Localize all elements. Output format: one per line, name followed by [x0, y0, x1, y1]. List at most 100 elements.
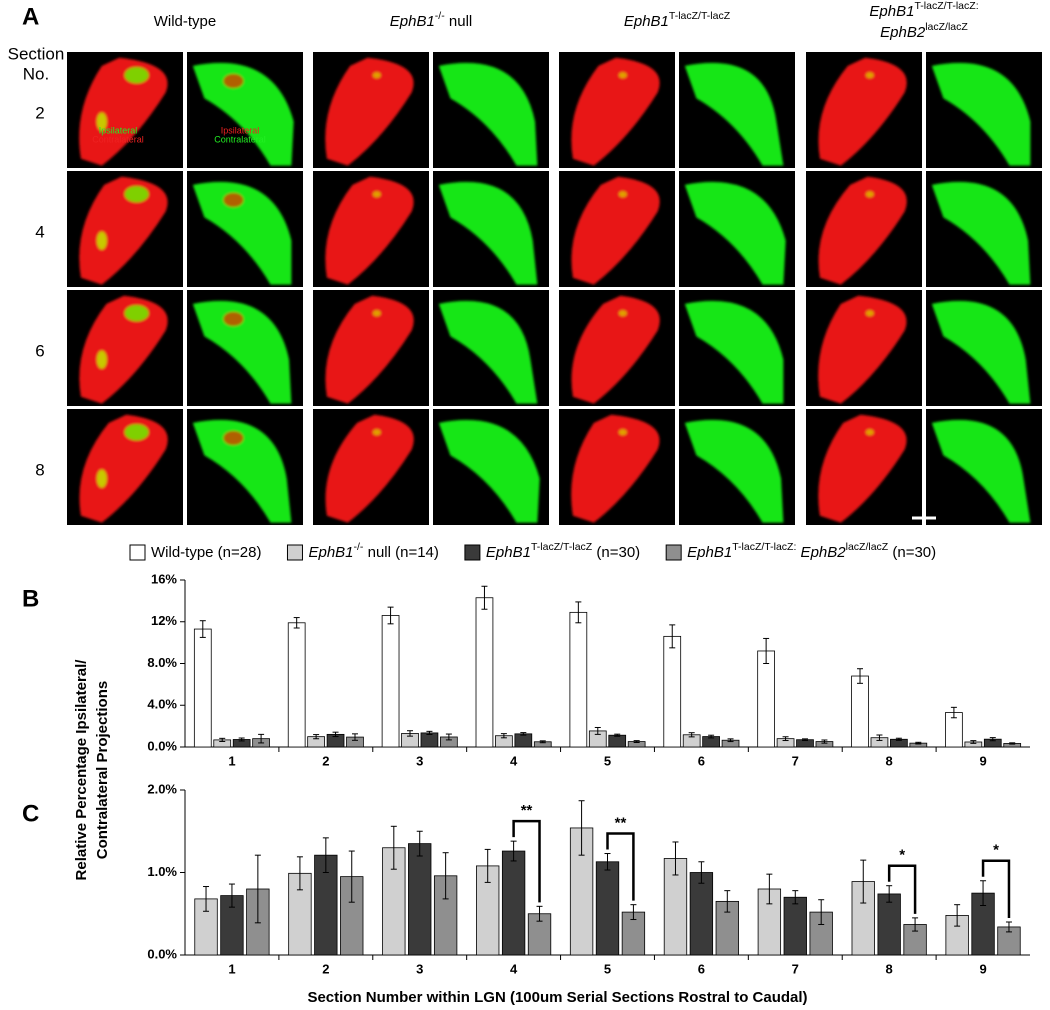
signal-yellow [372, 429, 381, 436]
text-part: EphB1 [869, 3, 914, 20]
error-bar [724, 890, 731, 913]
column-header: EphB2lacZ/lacZ [880, 21, 968, 41]
row-label: 8 [35, 460, 44, 479]
error-bar [727, 738, 734, 743]
signal-red [79, 414, 168, 523]
error-bar [818, 899, 825, 925]
error-bar [199, 620, 206, 638]
significance-bracket [512, 819, 541, 903]
error-bar [950, 706, 957, 719]
micrograph-signal [684, 181, 786, 285]
signal-green [931, 181, 1031, 285]
signal-green [931, 62, 1031, 166]
error-bar [258, 733, 265, 744]
error-bar [219, 737, 226, 742]
error-bar [416, 830, 423, 857]
error-bar [698, 861, 705, 884]
panel-letter: B [22, 585, 39, 612]
text-part: EphB1 [308, 544, 353, 561]
bar [420, 732, 439, 748]
error-bar [989, 737, 996, 742]
y-tick-label: 4.0% [147, 697, 177, 712]
row-label: 4 [35, 222, 44, 241]
text-part: (n=30) [592, 544, 640, 561]
significance-bracket [981, 859, 1011, 918]
signal-yellow [618, 72, 627, 79]
bar [877, 893, 901, 956]
signal-green [192, 419, 292, 523]
micrograph-signal [684, 300, 784, 404]
error-bar [481, 585, 488, 610]
micrograph-signal [438, 300, 538, 404]
signal-yellow [372, 72, 381, 79]
error-bar [614, 733, 621, 737]
error-bar [801, 738, 808, 742]
signal-yellow [865, 310, 874, 317]
x-tick-label: 8 [886, 961, 893, 976]
significance-label: * [899, 847, 905, 864]
error-bar [1005, 921, 1012, 933]
micrograph-signal [818, 414, 907, 523]
error-bar [407, 730, 414, 737]
legend-label: EphB1T-lacZ/T-lacZ: EphB2lacZ/lacZ (n=30… [687, 541, 936, 561]
error-bar [672, 841, 679, 876]
error-bar [708, 734, 715, 739]
x-tick-label: 5 [604, 961, 611, 976]
signal-green [684, 300, 784, 404]
panel-letter: A [22, 3, 39, 30]
signal-yellow [96, 350, 107, 369]
legend-swatch [464, 544, 481, 561]
signal-yellow [865, 72, 874, 79]
micrograph-signal [438, 181, 538, 285]
micrograph-signal [79, 57, 168, 166]
x-tick-label: 2 [322, 961, 329, 976]
signal-green [931, 419, 1031, 523]
error-bar [238, 737, 245, 742]
signal-red [325, 295, 414, 404]
y-tick-label: 2.0% [147, 781, 177, 796]
error-bar [895, 737, 902, 741]
bar [783, 896, 807, 956]
text-part: Wild-type [154, 13, 217, 30]
inset-label: Contralateral [92, 134, 144, 144]
micrograph-signal [931, 62, 1031, 166]
inset-label: Ipsilateral [221, 125, 260, 135]
signal-green [192, 62, 294, 166]
text-part: EphB1 [486, 544, 531, 561]
signal-red [223, 431, 244, 445]
bar [193, 628, 212, 748]
y-tick-label: 12% [151, 613, 177, 628]
micrograph-signal [571, 414, 660, 523]
bar [381, 615, 400, 748]
error-bar [630, 904, 637, 921]
x-tick-label: 8 [886, 753, 893, 768]
panel-letter: C [22, 800, 39, 827]
x-tick-label: 6 [698, 961, 705, 976]
error-bar [688, 732, 695, 738]
column-header: EphB1-/- null [390, 10, 473, 30]
error-bar [633, 740, 640, 744]
x-tick-label: 1 [228, 961, 235, 976]
bar [608, 734, 627, 748]
y-tick-label: 8.0% [147, 655, 177, 670]
error-bar [296, 856, 303, 891]
signal-red [818, 295, 907, 404]
x-tick-label: 3 [416, 753, 423, 768]
bar [501, 850, 526, 956]
text-part: EphB2 [796, 544, 846, 561]
significance-bracket [887, 864, 917, 914]
signal-red [79, 57, 168, 166]
error-bar [348, 850, 355, 903]
error-bar [520, 732, 527, 736]
text-part: -/- [435, 10, 445, 22]
row-header: No. [23, 64, 49, 83]
y-axis-label: Contralateral Projections [94, 681, 111, 859]
micrograph-signal [684, 419, 784, 523]
x-tick-label: 9 [979, 961, 986, 976]
x-tick-label: 4 [510, 753, 518, 768]
legend-swatch [665, 544, 682, 561]
signal-red [571, 57, 660, 166]
text-part: EphB1 [687, 544, 732, 561]
signal-red [571, 295, 660, 404]
